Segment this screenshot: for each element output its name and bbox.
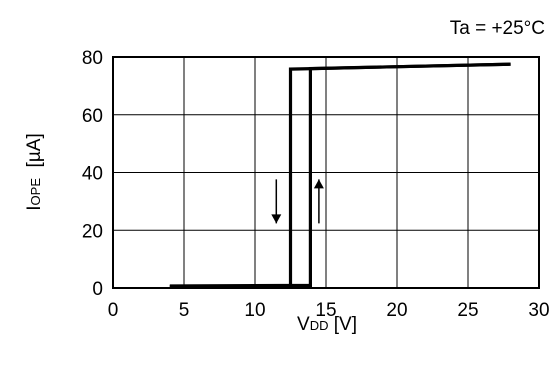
y-tick-label: 40 bbox=[82, 164, 103, 185]
grid bbox=[113, 57, 539, 288]
x-tick-label: 10 bbox=[244, 300, 265, 321]
x-axis-label: VDD [V] bbox=[297, 314, 357, 335]
x-tick-label: 15 bbox=[315, 300, 336, 321]
y-tick-label: 20 bbox=[82, 221, 103, 242]
x-tick-label: 0 bbox=[108, 300, 119, 321]
y-tick-label: 80 bbox=[82, 48, 103, 69]
y-axis-label: IOPE [µA] bbox=[24, 133, 45, 211]
x-tick-label: 5 bbox=[179, 300, 190, 321]
x-axis-label-unit: [V] bbox=[328, 314, 357, 335]
arrow-down bbox=[271, 179, 282, 224]
y-axis-label-sub: OPE bbox=[28, 178, 43, 206]
y-tick-label: 0 bbox=[92, 279, 103, 300]
x-axis-label-sub: DD bbox=[310, 318, 329, 333]
y-tick-label: 60 bbox=[82, 106, 103, 127]
series-line-rising bbox=[169, 62, 511, 288]
arrow-annotations bbox=[271, 179, 324, 224]
series-line-falling bbox=[169, 62, 511, 289]
x-tick-labels: 0 5 10 15 20 25 30 bbox=[108, 300, 550, 321]
x-tick-label: 30 bbox=[528, 300, 549, 321]
condition-label: Ta = +25°C bbox=[450, 18, 545, 39]
arrow-head bbox=[271, 214, 282, 224]
arrow-up bbox=[313, 179, 324, 224]
x-tick-label: 20 bbox=[386, 300, 407, 321]
y-tick-labels: 0 20 40 60 80 bbox=[82, 48, 103, 300]
arrow-head bbox=[313, 179, 324, 189]
y-axis-label-unit: [µA] bbox=[24, 133, 45, 178]
series-group bbox=[169, 62, 511, 289]
x-tick-label: 25 bbox=[457, 300, 478, 321]
x-axis-label-main: V bbox=[297, 314, 310, 335]
y-axis-label-main: I bbox=[24, 205, 45, 210]
plot-frame bbox=[112, 56, 540, 289]
